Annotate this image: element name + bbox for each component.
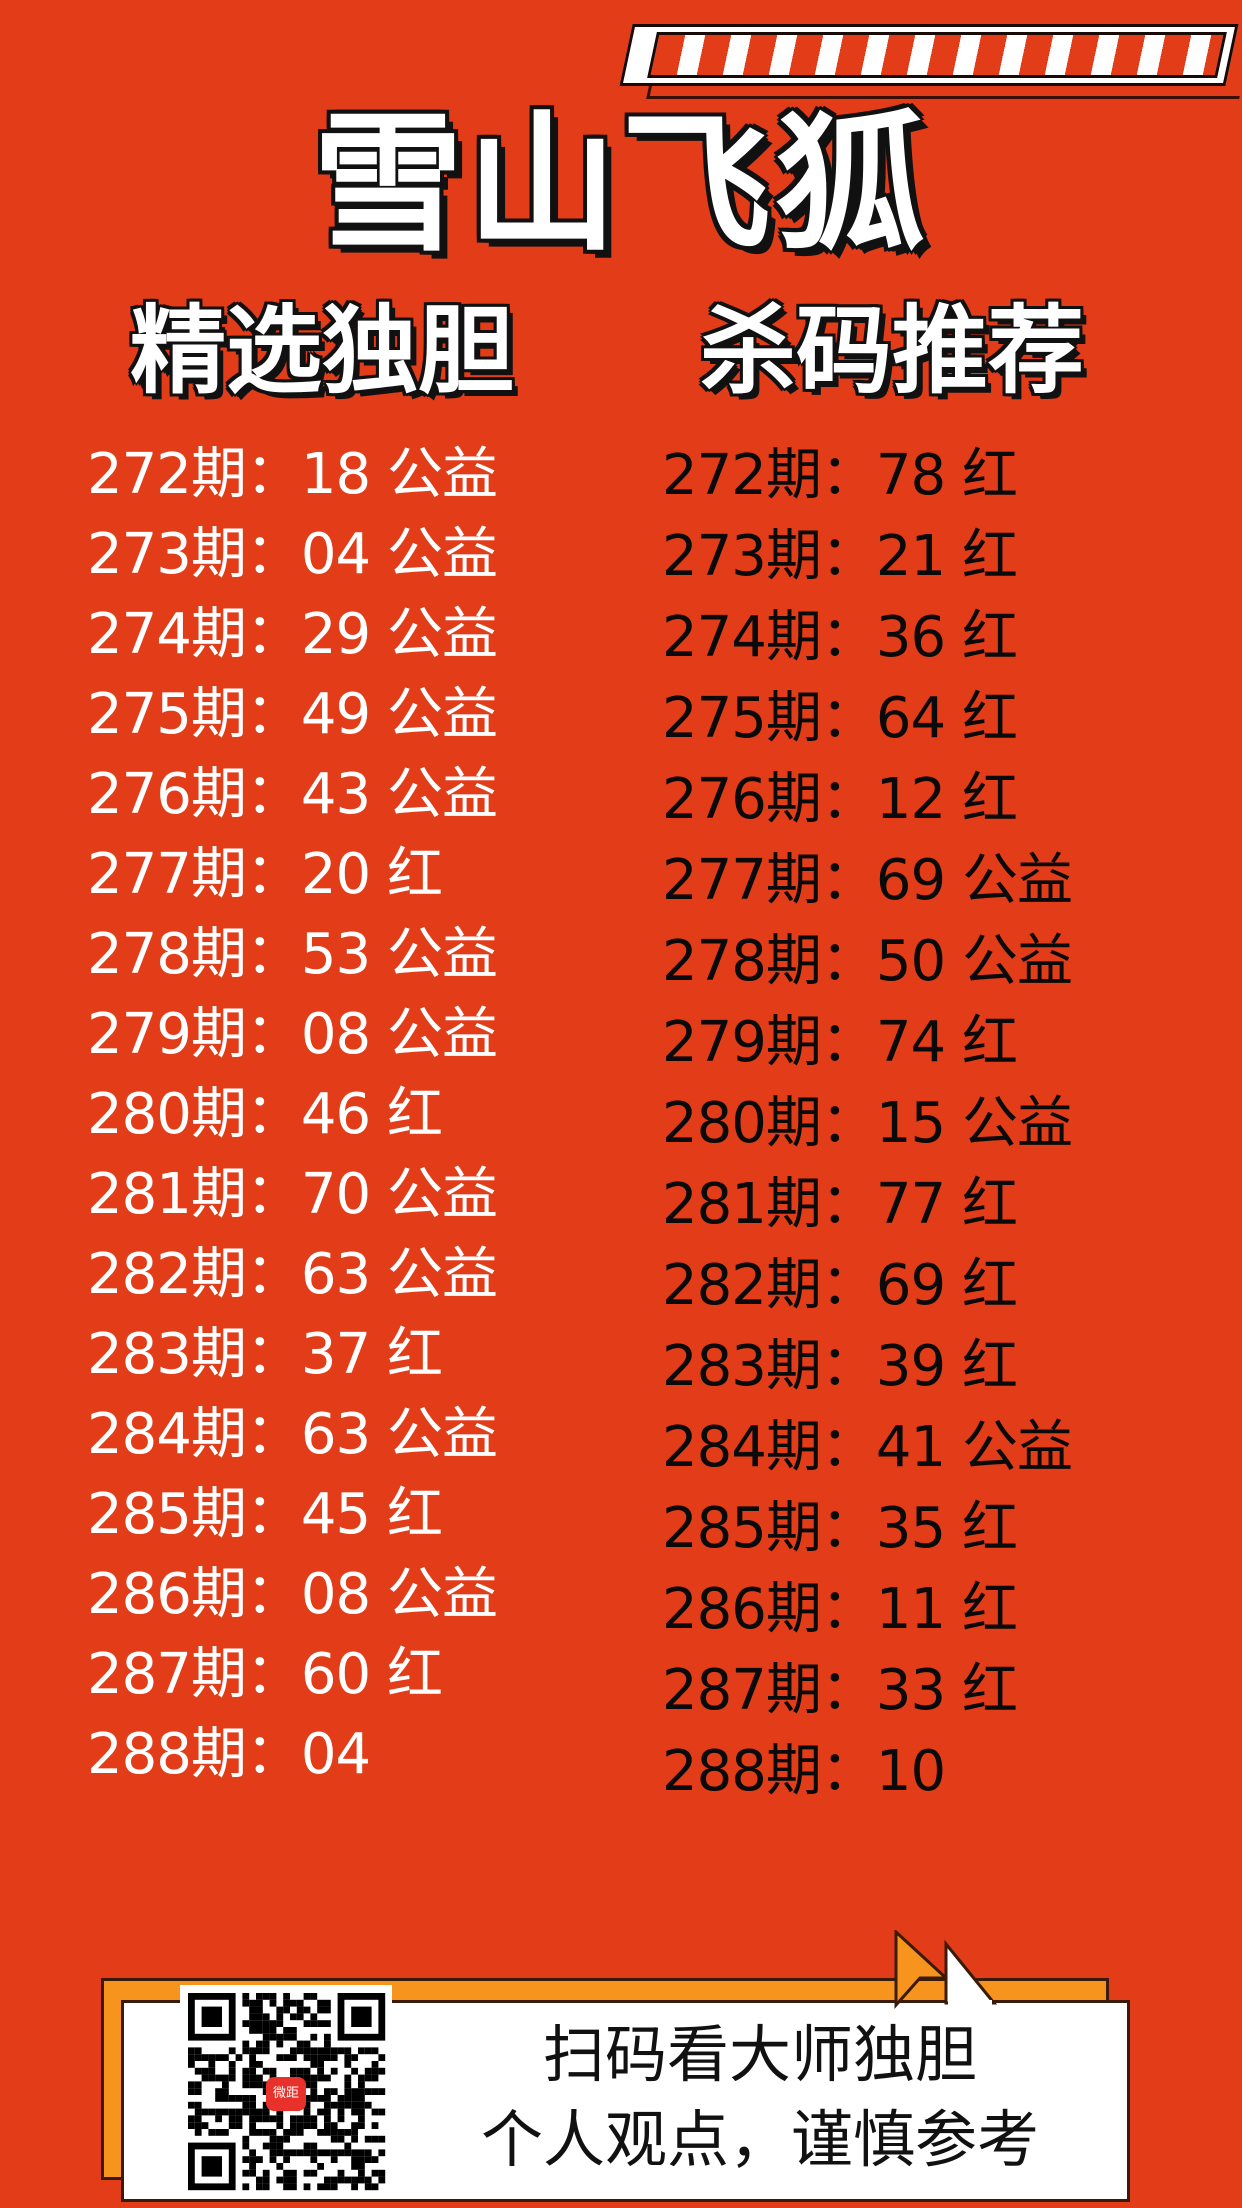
list-item: 286期：11 红 xyxy=(662,1577,1018,1642)
right-list: 272期：78 红 273期：21 红 274期：36 红 275期：64 红 … xyxy=(662,435,1073,1812)
list-item: 272期：78 红 xyxy=(662,443,1018,508)
list-item: 275期：64 红 xyxy=(662,686,1018,751)
list-item: 285期：35 红 xyxy=(662,1496,1018,1561)
footer-line-1: 扫码看大师独胆 xyxy=(542,2018,977,2091)
list-item: 284期：41 公益 xyxy=(662,1415,1073,1480)
list-item: 277期：69 公益 xyxy=(662,848,1073,913)
list-item: 288期：04 xyxy=(87,1722,371,1787)
list-item: 277期：20 红 xyxy=(87,842,443,907)
left-list: 272期：18 公益 273期：04 公益 274期：29 公益 275期：49… xyxy=(87,435,498,1795)
list-item: 278期：53 公益 xyxy=(87,922,498,987)
list-item: 273期：21 红 xyxy=(662,524,1018,589)
list-item: 279期：08 公益 xyxy=(87,1002,498,1067)
list-item: 275期：49 公益 xyxy=(87,682,498,747)
list-item: 276期：12 红 xyxy=(662,767,1018,832)
list-item: 278期：50 公益 xyxy=(662,929,1073,994)
list-item: 282期：63 公益 xyxy=(87,1242,498,1307)
list-item: 280期：15 公益 xyxy=(662,1091,1073,1156)
list-item: 282期：69 红 xyxy=(662,1253,1018,1318)
list-item: 274期：36 红 xyxy=(662,605,1018,670)
list-item: 280期：46 红 xyxy=(87,1082,443,1147)
speech-bubble-spike xyxy=(894,1930,998,2009)
list-item: 281期：77 红 xyxy=(662,1172,1018,1237)
list-item: 287期：33 红 xyxy=(662,1658,1018,1723)
list-item: 288期：10 xyxy=(662,1739,946,1804)
list-item: 276期：43 公益 xyxy=(87,762,498,827)
left-heading: 精选独胆 xyxy=(130,295,514,407)
list-item: 279期：74 红 xyxy=(662,1010,1018,1075)
list-item: 272期：18 公益 xyxy=(87,442,498,507)
list-item: 274期：29 公益 xyxy=(87,602,498,667)
list-item: 286期：08 公益 xyxy=(87,1562,498,1627)
footer-line-2: 个人观点，谨慎参考 xyxy=(480,2103,1039,2176)
list-item: 283期：39 红 xyxy=(662,1334,1018,1399)
list-item: 284期：63 公益 xyxy=(87,1402,498,1467)
list-item: 283期：37 红 xyxy=(87,1322,443,1387)
qr-code-icon xyxy=(188,1993,386,2191)
striped-banner xyxy=(619,24,1239,86)
right-heading: 杀码推荐 xyxy=(700,295,1084,407)
list-item: 287期：60 红 xyxy=(87,1642,443,1707)
list-item: 285期：45 红 xyxy=(87,1482,443,1547)
qr-logo: 微距 xyxy=(266,2077,306,2111)
list-item: 273期：04 公益 xyxy=(87,522,498,587)
page-title: 雪山飞狐 xyxy=(312,98,929,272)
qr-code[interactable]: 微距 xyxy=(180,1985,392,2197)
list-item: 281期：70 公益 xyxy=(87,1162,498,1227)
